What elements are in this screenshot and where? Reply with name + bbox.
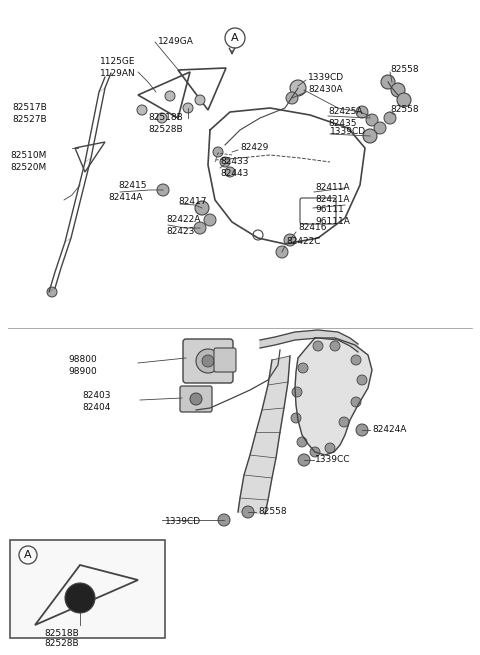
Text: 82404: 82404 bbox=[82, 403, 110, 411]
Circle shape bbox=[339, 417, 349, 427]
Polygon shape bbox=[238, 356, 290, 514]
Circle shape bbox=[391, 83, 405, 97]
Circle shape bbox=[366, 114, 378, 126]
Text: 1339CD: 1339CD bbox=[165, 517, 201, 527]
Text: 82518B: 82518B bbox=[45, 629, 79, 638]
Circle shape bbox=[242, 506, 254, 518]
Circle shape bbox=[218, 514, 230, 526]
Circle shape bbox=[204, 214, 216, 226]
Circle shape bbox=[276, 246, 288, 258]
Circle shape bbox=[291, 413, 301, 423]
Circle shape bbox=[297, 437, 307, 447]
Text: 82421A: 82421A bbox=[315, 195, 349, 204]
Text: 82527B: 82527B bbox=[12, 115, 47, 124]
FancyBboxPatch shape bbox=[180, 386, 212, 412]
Text: 82422A: 82422A bbox=[166, 215, 200, 225]
Text: 82558: 82558 bbox=[390, 66, 419, 75]
Circle shape bbox=[157, 113, 167, 123]
Text: 82558: 82558 bbox=[258, 508, 287, 517]
Circle shape bbox=[157, 184, 169, 196]
Circle shape bbox=[286, 92, 298, 104]
Text: 98800: 98800 bbox=[68, 356, 97, 364]
Circle shape bbox=[165, 91, 175, 101]
Circle shape bbox=[290, 80, 306, 96]
Circle shape bbox=[363, 129, 377, 143]
Text: 82528B: 82528B bbox=[45, 639, 79, 648]
Circle shape bbox=[196, 349, 220, 373]
Circle shape bbox=[397, 93, 411, 107]
Circle shape bbox=[195, 201, 209, 215]
Circle shape bbox=[47, 287, 57, 297]
Circle shape bbox=[325, 443, 335, 453]
Text: 82423: 82423 bbox=[166, 227, 194, 236]
Circle shape bbox=[183, 103, 193, 113]
Text: 82414A: 82414A bbox=[108, 193, 143, 202]
Text: 82517B: 82517B bbox=[12, 103, 47, 113]
Text: 82417: 82417 bbox=[178, 198, 206, 206]
Circle shape bbox=[357, 375, 367, 385]
Text: 82528B: 82528B bbox=[148, 124, 182, 134]
Text: 82443: 82443 bbox=[220, 168, 248, 178]
Circle shape bbox=[351, 355, 361, 365]
Text: 82520M: 82520M bbox=[10, 162, 46, 172]
Circle shape bbox=[298, 454, 310, 466]
Circle shape bbox=[351, 397, 361, 407]
Text: 82429: 82429 bbox=[240, 143, 268, 153]
Text: 1125GE: 1125GE bbox=[100, 58, 135, 67]
Circle shape bbox=[381, 75, 395, 89]
Text: 1339CC: 1339CC bbox=[315, 455, 350, 464]
Text: 1339CD: 1339CD bbox=[308, 73, 344, 83]
Text: 82435: 82435 bbox=[328, 119, 357, 128]
Text: 1249GA: 1249GA bbox=[158, 37, 194, 47]
Circle shape bbox=[356, 106, 368, 118]
Text: 82416: 82416 bbox=[298, 223, 326, 233]
Text: 82422C: 82422C bbox=[286, 238, 321, 246]
Text: 82510M: 82510M bbox=[10, 151, 47, 160]
Circle shape bbox=[195, 95, 205, 105]
FancyBboxPatch shape bbox=[214, 348, 236, 372]
Text: 82425A: 82425A bbox=[328, 107, 362, 117]
Circle shape bbox=[292, 387, 302, 397]
Text: A: A bbox=[231, 33, 239, 43]
Circle shape bbox=[190, 393, 202, 405]
Text: 82403: 82403 bbox=[82, 392, 110, 400]
Text: 82430A: 82430A bbox=[308, 86, 343, 94]
Circle shape bbox=[310, 447, 320, 457]
Text: 98900: 98900 bbox=[68, 367, 97, 375]
Circle shape bbox=[202, 355, 214, 367]
Text: 82518B: 82518B bbox=[148, 113, 183, 122]
Circle shape bbox=[374, 122, 386, 134]
Text: 82424A: 82424A bbox=[372, 426, 407, 434]
Circle shape bbox=[213, 147, 223, 157]
Text: 82433: 82433 bbox=[220, 157, 249, 166]
Circle shape bbox=[356, 424, 368, 436]
Circle shape bbox=[137, 105, 147, 115]
Circle shape bbox=[284, 234, 296, 246]
Text: 1339CD: 1339CD bbox=[330, 128, 366, 136]
Text: 1129AN: 1129AN bbox=[100, 69, 136, 77]
Circle shape bbox=[65, 583, 95, 613]
Circle shape bbox=[225, 167, 235, 177]
Circle shape bbox=[194, 222, 206, 234]
Circle shape bbox=[330, 341, 340, 351]
Circle shape bbox=[298, 363, 308, 373]
Circle shape bbox=[384, 112, 396, 124]
Text: 96111A: 96111A bbox=[315, 217, 350, 225]
Polygon shape bbox=[295, 338, 372, 455]
Circle shape bbox=[313, 341, 323, 351]
Text: 96111: 96111 bbox=[315, 206, 344, 214]
FancyBboxPatch shape bbox=[183, 339, 233, 383]
Text: 82558: 82558 bbox=[390, 105, 419, 115]
Text: A: A bbox=[24, 550, 32, 560]
FancyBboxPatch shape bbox=[10, 540, 165, 638]
Text: 82415: 82415 bbox=[118, 181, 146, 191]
Polygon shape bbox=[260, 330, 358, 352]
Text: 82411A: 82411A bbox=[315, 183, 349, 193]
Circle shape bbox=[220, 157, 230, 167]
